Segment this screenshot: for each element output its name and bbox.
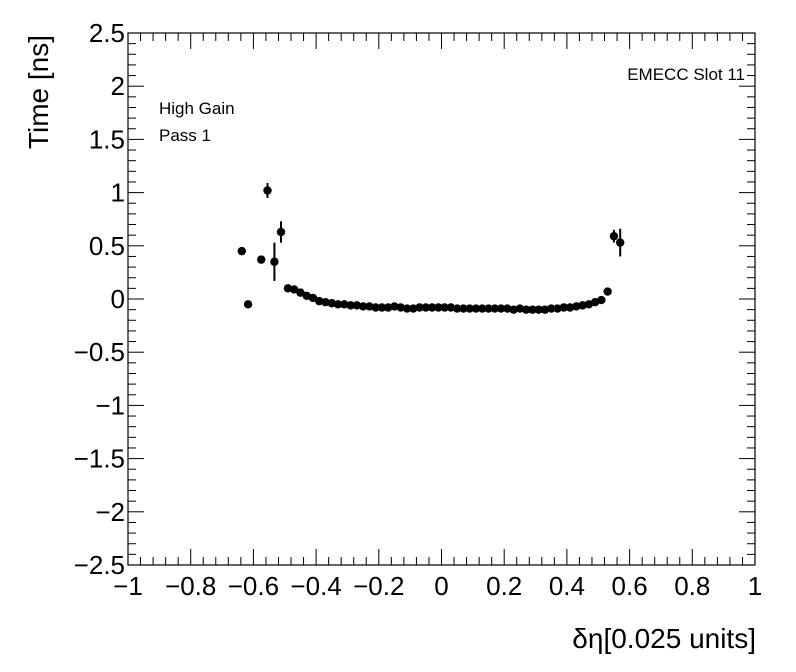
data-point: [358, 302, 368, 311]
x-tick-label: 1: [748, 571, 762, 601]
data-point: [415, 303, 424, 312]
data-point: [446, 303, 456, 312]
x-tick-label: 0.8: [674, 571, 710, 601]
data-point: [565, 303, 575, 312]
data-point: [515, 304, 525, 313]
data-point: [296, 288, 305, 297]
x-tick-label: −1: [113, 571, 143, 601]
y-tick-label: −2: [95, 497, 125, 527]
data-point: [578, 301, 587, 310]
x-tick-label: 0.4: [549, 571, 585, 601]
data-point: [377, 303, 387, 312]
x-axis-title: δη[0.025 units]: [572, 623, 756, 654]
data-point: [237, 246, 247, 256]
data-point: [490, 304, 499, 313]
y-axis-title: Time [ns]: [23, 35, 54, 149]
axis-ticks: [127, 32, 756, 566]
x-tick-label: 0: [434, 571, 448, 601]
x-tick-label: −0.2: [353, 571, 404, 601]
y-tick-label: −0.5: [74, 337, 125, 367]
data-point: [346, 301, 355, 310]
data-point: [603, 287, 612, 296]
data-point: [427, 303, 437, 312]
y-tick-labels: −2.5 −2 −1.5 −1 −0.5 0 0.5 1 1.5 2 2.5: [74, 18, 125, 580]
data-point: [597, 295, 606, 305]
data-point: [263, 186, 272, 195]
y-tick-label: 1.5: [89, 124, 125, 154]
y-tick-label: −1: [95, 390, 125, 420]
y-tick-label: 1: [111, 178, 125, 208]
data-point: [478, 304, 487, 313]
data-point: [276, 227, 286, 237]
data-point: [471, 304, 481, 313]
data-point: [333, 300, 343, 309]
data-point: [440, 303, 449, 312]
data-point: [396, 303, 405, 312]
data-point: [609, 232, 619, 241]
y-tick-label: 0: [111, 284, 125, 314]
data-points: [237, 186, 625, 314]
data-point: [547, 304, 556, 313]
data-point: [452, 304, 462, 313]
data-point: [459, 304, 468, 313]
slot-annotation: EMECC Slot 11: [627, 65, 745, 84]
data-point: [352, 301, 362, 310]
x-tick-label: −0.6: [228, 571, 279, 601]
data-point: [327, 299, 336, 308]
data-point: [390, 302, 399, 311]
data-point: [289, 285, 299, 294]
data-point: [283, 284, 293, 293]
data-point: [257, 255, 266, 264]
pass-annotation: Pass 1: [159, 126, 211, 145]
data-point: [371, 303, 380, 312]
data-point: [528, 305, 537, 314]
data-point: [321, 297, 330, 307]
gain-annotation: High Gain: [159, 99, 235, 118]
data-point: [243, 300, 253, 309]
y-tick-label: −2.5: [74, 550, 125, 580]
data-point: [509, 305, 518, 314]
x-tick-label: 0.2: [486, 571, 522, 601]
x-tick-label: 0.6: [612, 571, 648, 601]
data-point: [540, 305, 550, 314]
data-point: [315, 296, 324, 306]
data-point: [434, 303, 443, 312]
data-point: [559, 303, 568, 312]
y-tick-label: 2.5: [89, 18, 125, 48]
y-tick-label: −1.5: [74, 444, 125, 474]
data-point: [615, 238, 625, 247]
data-point: [484, 304, 493, 313]
data-point: [402, 304, 412, 313]
data-point: [465, 304, 474, 313]
data-point: [409, 304, 418, 313]
x-tick-labels: −1 −0.8 −0.6 −0.4 −0.2 0 0.2 0.4 0.6 0.8 1: [113, 571, 762, 601]
x-tick-label: −0.8: [165, 571, 216, 601]
data-point: [553, 304, 562, 313]
y-tick-label: 0.5: [89, 231, 125, 261]
data-point: [270, 257, 279, 266]
data-point: [308, 293, 318, 303]
data-point: [365, 302, 374, 311]
data-point: [340, 300, 349, 309]
data-point: [572, 302, 581, 311]
data-point: [384, 303, 393, 312]
data-point: [534, 305, 543, 314]
data-point: [421, 303, 431, 312]
data-point: [503, 304, 512, 313]
x-tick-label: −0.4: [290, 571, 341, 601]
data-point: [496, 304, 506, 313]
y-tick-label: 2: [111, 71, 125, 101]
data-point: [521, 305, 531, 314]
